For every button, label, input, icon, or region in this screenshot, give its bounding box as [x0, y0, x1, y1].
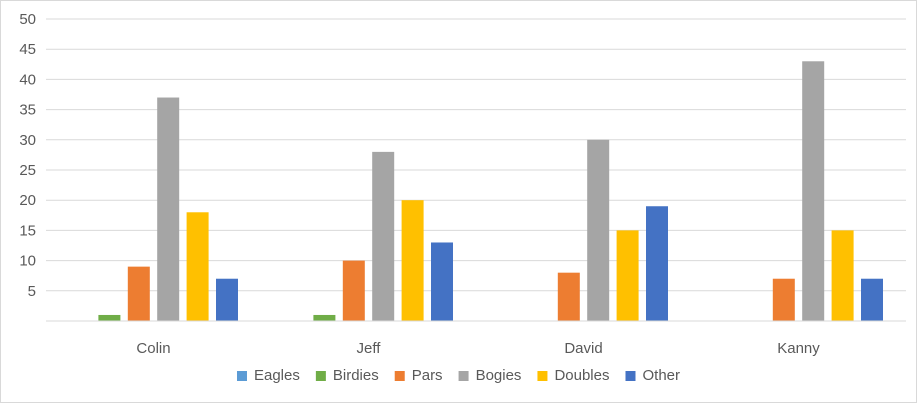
y-tick-label: 10 [19, 253, 36, 270]
y-tick-label: 50 [19, 11, 36, 28]
bar-bogies-jeff [372, 151, 395, 321]
legend-swatch-bogies [458, 371, 469, 381]
bar-doubles-david [616, 230, 639, 321]
x-category-label: Jeff [357, 340, 382, 357]
y-tick-label: 30 [19, 132, 36, 149]
legend-swatch-other [625, 371, 636, 381]
y-tick-label: 20 [19, 192, 36, 209]
bar-bogies-colin [157, 97, 180, 322]
legend-label-eagles: Eagles [254, 367, 300, 384]
y-tick-label: 45 [19, 41, 36, 58]
legend-swatch-birdies [315, 371, 326, 381]
bar-birdies-colin [98, 314, 121, 321]
bar-pars-kanny [772, 278, 795, 321]
bar-doubles-kanny [831, 230, 854, 321]
y-axis-ticks: 5 10 15 20 25 30 35 40 45 50 [19, 11, 36, 300]
legend-label-pars: Pars [412, 367, 443, 384]
x-category-label: Colin [136, 340, 170, 357]
legend-label-birdies: Birdies [333, 367, 379, 384]
y-tick-label: 35 [19, 102, 36, 119]
legend-label-doubles: Doubles [554, 367, 609, 384]
bar-doubles-jeff [401, 200, 424, 321]
y-tick-label: 25 [19, 162, 36, 179]
y-tick-label: 15 [19, 222, 36, 239]
y-tick-label: 40 [19, 71, 36, 88]
legend: Eagles Birdies Pars Bogies Doubles Other [236, 367, 680, 384]
legend-swatch-doubles [537, 371, 548, 381]
bar-doubles-colin [186, 212, 209, 321]
bar-pars-colin [127, 266, 150, 321]
legend-label-other: Other [642, 367, 680, 384]
bars [98, 61, 883, 322]
legend-swatch-pars [394, 371, 405, 381]
bar-bogies-kanny [802, 61, 825, 321]
x-axis-categories: Colin Jeff David Kanny [136, 340, 820, 357]
legend-swatch-eagles [236, 371, 247, 381]
legend-label-bogies: Bogies [476, 367, 522, 384]
bar-other-kanny [861, 278, 883, 321]
bar-other-jeff [431, 242, 453, 321]
x-category-label: Kanny [777, 340, 820, 357]
x-category-label: David [564, 340, 602, 357]
bar-other-david [646, 206, 668, 321]
bar-birdies-jeff [313, 314, 336, 321]
bar-pars-jeff [342, 260, 365, 321]
bar-pars-david [557, 272, 580, 321]
bar-other-colin [216, 278, 238, 321]
bar-bogies-david [587, 139, 610, 321]
y-tick-label: 5 [28, 283, 36, 300]
